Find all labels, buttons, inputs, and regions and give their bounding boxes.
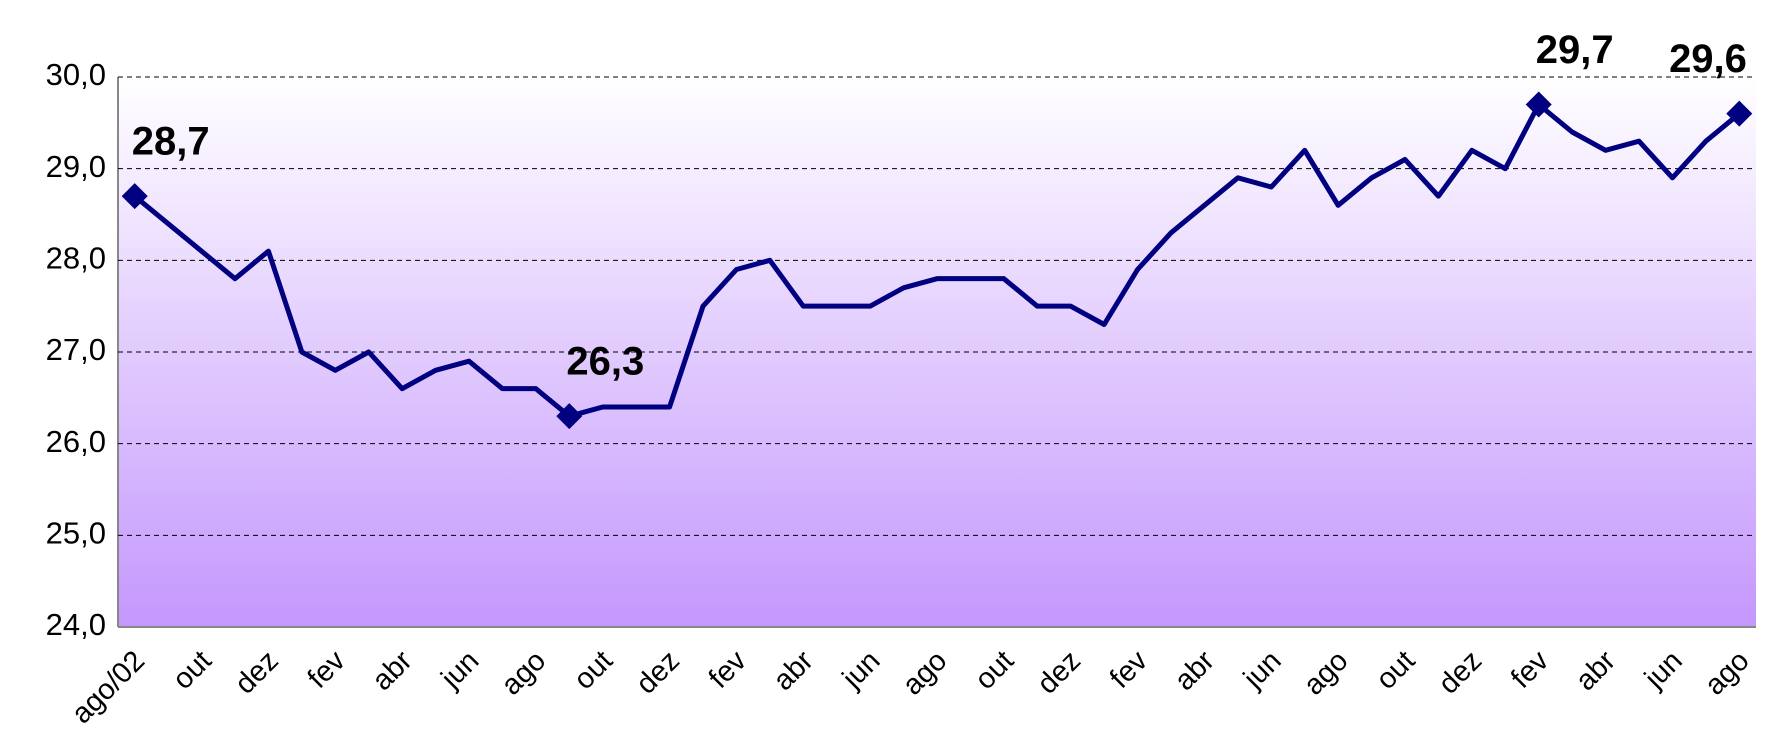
x-tick-label: jun — [836, 645, 887, 696]
data-label: 26,3 — [566, 340, 644, 384]
y-tick-label: 27,0 — [46, 332, 106, 367]
y-tick-label: 29,0 — [46, 149, 106, 184]
x-tick-label: ago/02 — [66, 645, 151, 730]
x-tick-label: jun — [1638, 645, 1689, 696]
x-tick-label: abr — [767, 644, 820, 697]
x-tick-label: out — [568, 645, 619, 696]
data-label: 29,7 — [1536, 28, 1614, 72]
x-tick-label: fev — [1505, 644, 1555, 694]
x-tick-label: jun — [435, 645, 486, 696]
x-tick-label: ago — [1298, 645, 1355, 702]
data-marker — [556, 403, 583, 430]
y-tick-label: 25,0 — [46, 516, 106, 551]
y-tick-label: 28,0 — [46, 241, 106, 276]
y-tick-label: 26,0 — [46, 424, 106, 459]
data-line — [133, 102, 1741, 419]
x-tick-label: out — [167, 645, 218, 696]
data-label: 29,6 — [1669, 37, 1747, 81]
data-marker — [1726, 100, 1753, 127]
x-tick-label: fev — [302, 644, 352, 694]
x-tick-label: dez — [1031, 645, 1087, 701]
y-tick-label: 30,0 — [46, 57, 106, 92]
x-tick-label: out — [969, 645, 1020, 696]
data-marker — [121, 183, 148, 210]
data-marker — [1525, 91, 1552, 118]
x-tick-label: abr — [1570, 644, 1623, 697]
x-tick-label: abr — [1169, 644, 1222, 697]
x-tick-label: jun — [1237, 645, 1288, 696]
x-tick-label: dez — [630, 645, 686, 701]
x-tick-label: abr — [366, 644, 419, 697]
x-tick-label: fev — [1104, 644, 1154, 694]
x-tick-label: out — [1370, 645, 1421, 696]
x-tick-label: fev — [703, 644, 753, 694]
x-tick-label: ago — [1699, 645, 1756, 702]
data-label: 28,7 — [132, 120, 210, 164]
y-tick-label: 24,0 — [46, 607, 106, 642]
x-tick-label: dez — [1433, 645, 1489, 701]
x-tick-label: ago — [897, 645, 954, 702]
x-tick-label: ago — [495, 645, 552, 702]
x-tick-label: dez — [229, 645, 285, 701]
